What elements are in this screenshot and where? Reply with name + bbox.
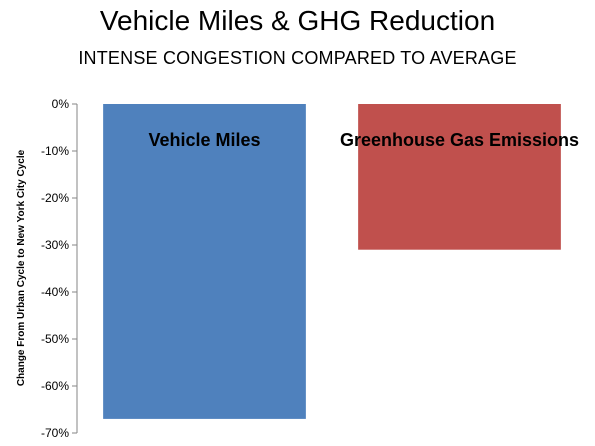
- y-tick-label: -10%: [41, 144, 69, 158]
- y-tick-label: -40%: [41, 285, 69, 299]
- y-axis-label: Change From Urban Cycle to New York City…: [16, 149, 27, 386]
- chart-subtitle: INTENSE CONGESTION COMPARED TO AVERAGE: [78, 48, 517, 68]
- y-axis-ticks: 0% -10% -20% -30% -40% -50% -60% -70%: [41, 97, 77, 440]
- chart-title: Vehicle Miles & GHG Reduction: [99, 5, 496, 36]
- y-tick-label: -70%: [41, 426, 69, 440]
- bar-label-greenhouse-gas-emissions: Greenhouse Gas Emissions: [340, 130, 579, 150]
- bar-label-vehicle-miles: Vehicle Miles: [148, 130, 260, 150]
- y-tick-label: -60%: [41, 379, 69, 393]
- y-tick-label: 0%: [52, 97, 70, 111]
- bars: [103, 104, 561, 419]
- bar-labels: Vehicle Miles Greenhouse Gas Emissions: [148, 130, 579, 150]
- y-tick-label: -50%: [41, 332, 69, 346]
- y-tick-label: -20%: [41, 191, 69, 205]
- y-tick-label: -30%: [41, 238, 69, 252]
- bar-vehicle-miles: [103, 104, 306, 419]
- bar-greenhouse-gas-emissions: [358, 104, 561, 250]
